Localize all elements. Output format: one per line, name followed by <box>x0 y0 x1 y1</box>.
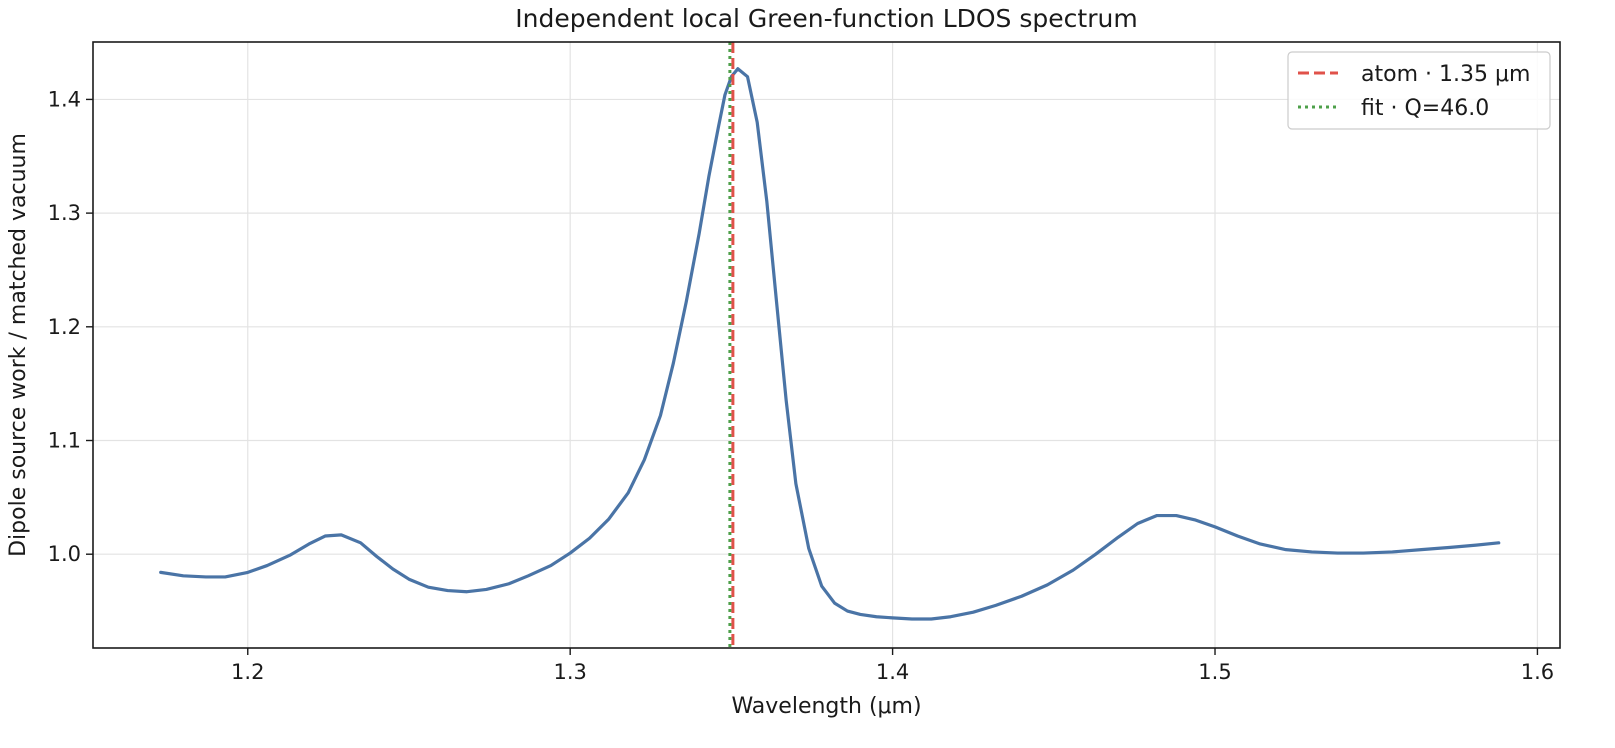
y-tick-label: 1.0 <box>48 542 81 566</box>
chart-title: Independent local Green-function LDOS sp… <box>515 4 1137 33</box>
x-tick-label: 1.5 <box>1198 660 1231 684</box>
x-tick-label: 1.6 <box>1521 660 1554 684</box>
axis-ticks: 1.2 1.3 1.4 1.5 1.6 1.0 1.1 1.2 1.3 1.4 <box>48 87 1555 684</box>
y-axis-label: Dipole source work / matched vacuum <box>6 133 31 557</box>
legend-entry-atom: atom · 1.35 μm <box>1361 62 1530 87</box>
plot-frame <box>92 41 1561 649</box>
legend-entry-fit: fit · Q=46.0 <box>1361 96 1489 121</box>
plot-area <box>159 42 1501 648</box>
x-axis-label: Wavelength (μm) <box>731 694 921 719</box>
y-tick-label: 1.1 <box>48 429 81 453</box>
x-tick-label: 1.2 <box>231 660 264 684</box>
grid <box>93 42 1560 648</box>
x-tick-label: 1.3 <box>553 660 586 684</box>
legend: atom · 1.35 μm fit · Q=46.0 <box>1287 51 1551 130</box>
y-tick-label: 1.4 <box>48 87 81 111</box>
ldos-series-line <box>159 67 1501 621</box>
x-tick-label: 1.4 <box>876 660 909 684</box>
y-tick-label: 1.3 <box>48 201 81 225</box>
legend-box <box>1287 51 1551 130</box>
y-tick-label: 1.2 <box>48 315 81 339</box>
